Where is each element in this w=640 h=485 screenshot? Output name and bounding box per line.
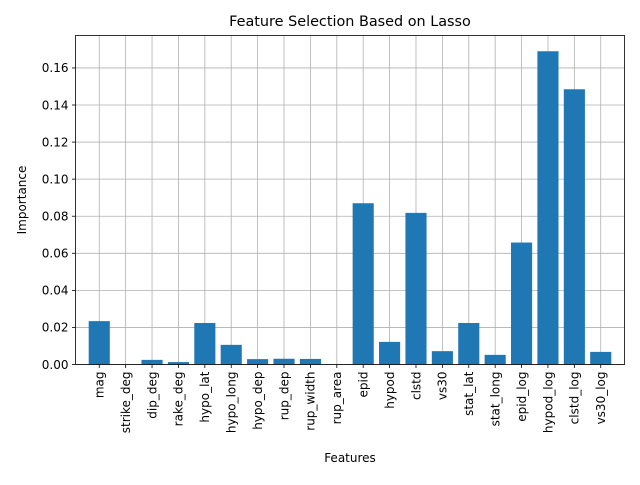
y-axis-label: Importance (15, 166, 29, 235)
x-tick-label: hypo_lat (198, 371, 212, 422)
y-tick-label: 0.16 (42, 61, 69, 75)
bar-dip_deg (141, 359, 163, 365)
x-tick-label: epid (356, 372, 370, 398)
bars (88, 51, 612, 365)
x-axis-label: Features (324, 451, 376, 465)
y-tick-label: 0.04 (42, 284, 69, 298)
x-tick-label: stat_lat (462, 371, 476, 416)
x-tick-label: hypo_dep (251, 372, 265, 430)
bar-hypo_dep (247, 359, 269, 365)
x-tick-label: stat_long (488, 372, 502, 427)
x-tick-label: vs30 (436, 372, 450, 401)
y-tick-label: 0.12 (42, 135, 69, 149)
y-tick-label: 0.06 (42, 247, 69, 261)
bar-rake_deg (167, 362, 189, 365)
x-tick-label: rup_area (330, 372, 344, 425)
bar-hypo_lat (194, 322, 216, 365)
bar-epid (352, 203, 374, 365)
y-tick-label: 0.00 (42, 358, 69, 372)
grid (75, 35, 625, 365)
bar-vs30 (431, 351, 453, 365)
x-tick-label: clstd_log (568, 372, 582, 425)
axes-frame (75, 35, 625, 365)
bar-rup_width (299, 358, 321, 365)
x-tick-label: vs30_log (594, 372, 608, 425)
chart-title: Feature Selection Based on Lasso (229, 14, 471, 30)
bar-epid_log (511, 242, 533, 365)
x-tick-label: strike_deg (119, 372, 133, 434)
bar-clstd_log (563, 89, 585, 365)
bar-hypod (379, 341, 401, 365)
bar-rup_dep (273, 358, 295, 365)
x-tick-label: rup_width (304, 372, 318, 431)
x-tick-label: dip_deg (145, 372, 159, 419)
y-tick-label: 0.02 (42, 321, 69, 335)
bar-vs30_log (590, 351, 612, 365)
x-tick-label: rake_deg (172, 372, 186, 427)
x-tick-label: clstd (409, 372, 423, 401)
x-tick-label: hypod_log (541, 372, 555, 434)
y-tick-label: 0.08 (42, 210, 69, 224)
x-axis: mag strike_deg dip_deg rake_deg hypo_lat hypo… (93, 364, 608, 434)
bar-hypod_log (537, 51, 559, 365)
bar-mag (88, 321, 110, 365)
bar-stat_lat (458, 322, 480, 365)
bar-stat_long (484, 354, 506, 365)
y-tick-label: 0.10 (42, 172, 69, 186)
x-tick-label: epid_log (515, 372, 529, 422)
y-tick-label: 0.14 (42, 98, 69, 112)
x-tick-label: rup_dep (277, 372, 291, 421)
bar-hypo_long (220, 344, 242, 365)
y-axis: 0.00 0.02 0.04 0.06 0.08 0.10 0.12 0.14 0.16 (42, 61, 76, 372)
x-tick-label: hypod (383, 372, 397, 409)
bar-clstd (405, 212, 427, 365)
x-tick-label: hypo_long (225, 372, 239, 434)
x-tick-label: mag (93, 372, 107, 399)
